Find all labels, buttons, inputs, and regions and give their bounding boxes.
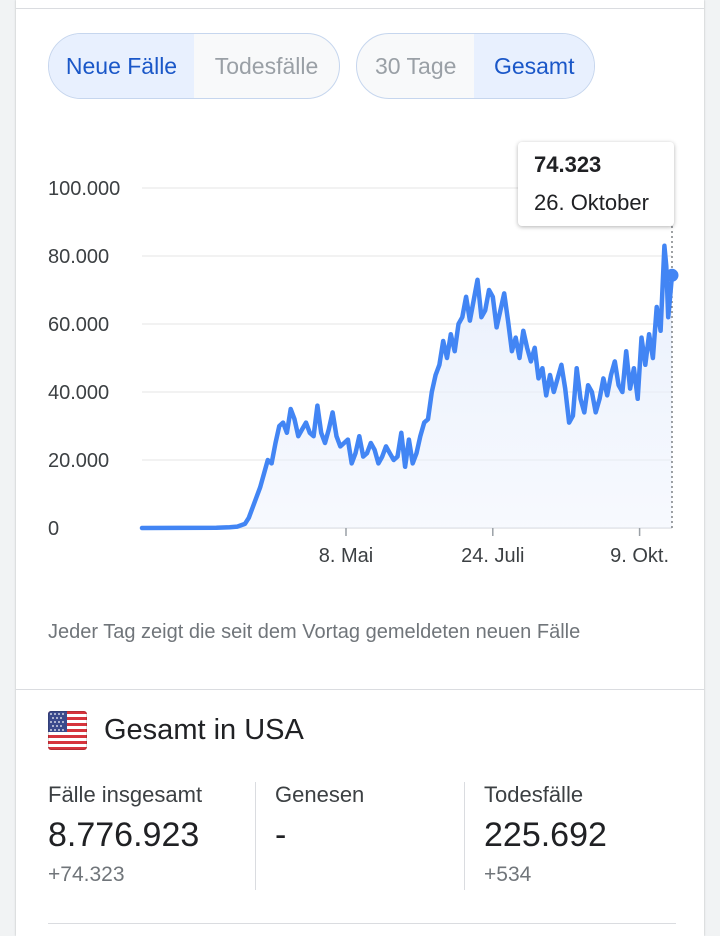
highlight-point <box>665 268 679 282</box>
stat-value: 225.692 <box>484 816 607 854</box>
y-tick-label: 0 <box>48 518 59 540</box>
cases-chart[interactable]: 0 20.000 40.000 60.000 80.000 100.000 8. Mai 24… <box>16 130 704 580</box>
stat-delta: +74.323 <box>48 863 125 886</box>
tooltip-value: 74.323 <box>534 152 602 177</box>
range-toggle: 30 Tage Gesamt <box>356 33 595 99</box>
stat-recovered: Genesen - <box>275 782 364 863</box>
metric-toggle: Neue Fälle Todesfälle <box>48 33 340 99</box>
y-tick-label: 60.000 <box>48 314 109 336</box>
toggle-total[interactable]: Gesamt <box>474 34 594 98</box>
section-divider <box>16 689 704 690</box>
series-line <box>139 243 675 531</box>
toggle-deaths[interactable]: Todesfälle <box>214 52 319 79</box>
stat-divider <box>255 782 256 890</box>
stat-label: Fälle insgesamt <box>48 782 203 807</box>
toggle-new-cases[interactable]: Neue Fälle <box>49 34 194 98</box>
x-tick-label: 24. Juli <box>461 545 524 567</box>
stat-divider <box>464 782 465 890</box>
region-title: Gesamt in USA <box>104 714 304 746</box>
tooltip-date: 26. Oktober <box>534 190 649 215</box>
stat-deaths: Todesfälle 225.692 +534 <box>484 782 607 887</box>
stat-value: - <box>275 816 287 854</box>
x-tick-label: 9. Okt. <box>610 545 669 567</box>
bottom-divider <box>48 923 676 924</box>
stat-label: Todesfälle <box>484 782 584 807</box>
top-divider <box>16 8 704 9</box>
y-tick-label: 40.000 <box>48 382 109 404</box>
stat-total-cases: Fälle insgesamt 8.776.923 +74.323 <box>48 782 202 887</box>
chart-note: Jeder Tag zeigt die seit dem Vortag geme… <box>48 621 581 643</box>
y-tick-label: 80.000 <box>48 246 109 268</box>
toggle-30-days[interactable]: 30 Tage <box>374 52 457 79</box>
y-tick-label: 20.000 <box>48 450 109 472</box>
stat-delta: +534 <box>484 863 532 886</box>
covid-stats-card: Neue Fälle Todesfälle 30 Tage Gesamt 0 20… <box>16 0 704 936</box>
us-flag-icon <box>48 711 87 750</box>
series-area <box>142 245 672 529</box>
stat-value: 8.776.923 <box>48 816 200 854</box>
x-tick-label: 8. Mai <box>319 545 373 567</box>
y-tick-label: 100.000 <box>48 178 120 200</box>
stat-label: Genesen <box>275 782 365 807</box>
chart-tooltip: 74.323 26. Oktober <box>518 142 674 226</box>
